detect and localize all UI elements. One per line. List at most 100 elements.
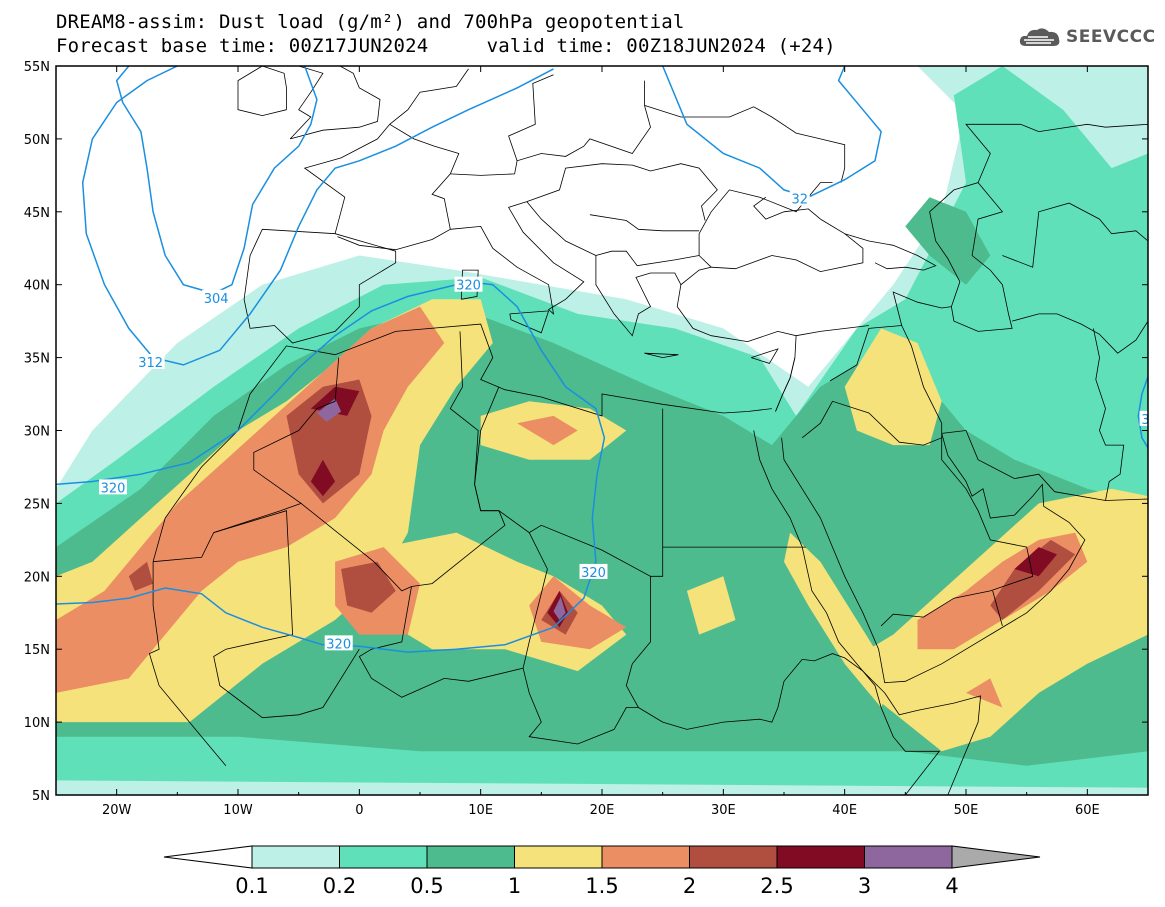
colorbar-over-arrow [951, 845, 1041, 869]
contour-label-bg [579, 563, 608, 579]
border-turkmen [1011, 313, 1148, 354]
coast-balkans [526, 182, 833, 337]
contour-label-bg [136, 353, 165, 369]
lon-label: 50E [954, 803, 979, 818]
lat-label: 10N [24, 716, 50, 731]
seevccc-logo: SEEVCCC [1018, 24, 1156, 50]
lat-label: 30N [24, 425, 50, 440]
contour-label: 320 [456, 279, 481, 294]
contour-320-east [1137, 376, 1148, 449]
coast-ireland [237, 66, 287, 117]
colorbar-label: 3 [858, 874, 871, 898]
axis-ticks: 55N 50N 45N 40N 35N 30N 25N 20N 15N 10N 5N 20W 10W 0 1… [24, 60, 1149, 818]
lon-label: 20W [102, 803, 132, 818]
coast-iberia [243, 228, 397, 344]
lon-label: 10W [223, 803, 253, 818]
colorbar-label: 1 [508, 874, 521, 898]
coast-uk-west [289, 66, 324, 140]
dust-1-chad [686, 576, 736, 635]
colorbar-swatch [426, 845, 515, 869]
lat-label: 50N [24, 133, 50, 148]
contour-label-bg [99, 479, 128, 495]
coast-sicily [509, 310, 550, 334]
coast-red-sea-west [753, 430, 885, 694]
border-europe-6 [644, 105, 846, 183]
lat-label: 20N [24, 570, 50, 585]
lat-label: 55N [24, 60, 50, 75]
coast-cyprus [751, 348, 779, 364]
dust-2-algeria [286, 379, 372, 504]
lat-label: 25N [24, 497, 50, 512]
colorbar-label: 0.1 [235, 874, 268, 898]
coast-caspian [929, 182, 1013, 332]
contour-label: 32 [791, 193, 808, 208]
contour-label-bg [789, 190, 810, 206]
contour-320 [56, 281, 606, 653]
contour-label-bg [324, 635, 353, 651]
border-europe-5 [595, 250, 700, 267]
lat-label: 40N [24, 279, 50, 294]
colorbar-label: 2.5 [760, 874, 793, 898]
lon-label: 30E [711, 803, 736, 818]
colorbar-label: 4 [945, 874, 958, 898]
border-central-asia [1002, 202, 1148, 268]
coast-italy [450, 201, 585, 315]
contour-label-bg [202, 289, 231, 305]
lon-label: 40E [832, 803, 857, 818]
lat-label: 5N [32, 789, 50, 804]
coast-uk [290, 66, 381, 140]
colorbar: 0.1 0.2 0.5 1 1.5 2 2.5 3 4 [163, 845, 1041, 898]
contour-label: 320 [581, 566, 606, 581]
dust-1.5-yemen [966, 678, 1003, 708]
contour-312 [81, 66, 554, 366]
border-europe-7 [508, 74, 554, 161]
contour-312-east [662, 66, 882, 199]
contour-label-bg [1139, 410, 1148, 426]
contour-label: 320 [101, 481, 126, 496]
contour-label: 312 [138, 356, 163, 371]
dust-2-oman [990, 539, 1076, 620]
contour-label: 320 [326, 637, 351, 652]
colorbar-swatch [514, 845, 603, 869]
coast-arabian-sea [947, 794, 948, 795]
colorbar-swatch [776, 845, 865, 869]
dust-1.5-libya [517, 415, 578, 446]
border-sudan-chad [625, 576, 651, 708]
coast-red-sea-east [781, 433, 1086, 684]
colorbar-label: 0.2 [323, 874, 356, 898]
colorbar-swatch [864, 845, 953, 869]
lon-label: 0 [355, 803, 363, 818]
contour-label: 304 [204, 292, 229, 307]
dust-2-mali [341, 561, 396, 613]
colorbar-under-arrow [163, 845, 253, 869]
border-iraq [829, 325, 943, 438]
coast-france [303, 68, 469, 234]
border-syria-turkey [796, 325, 869, 337]
border-europe-3 [526, 163, 718, 221]
contour-label-bg [454, 276, 483, 292]
chart-title: DREAM8-assim: Dust load (g/m²) and 700hP… [56, 11, 685, 33]
lat-label: 45N [24, 206, 50, 221]
coast-west-africa [148, 561, 227, 767]
coast-crete [644, 352, 679, 359]
border-chad [522, 668, 639, 745]
border-kazakh [965, 123, 1148, 183]
lat-label: 35N [24, 352, 50, 367]
coast-black-sea-s [753, 196, 821, 220]
coast-east-med [775, 357, 796, 412]
cloud-icon [1019, 28, 1060, 46]
coast-turkey-north [711, 218, 864, 273]
border-libya [474, 386, 664, 577]
colorbar-swatch [689, 845, 778, 869]
geopotential-contours: 304 312 320 320 320 320 32 3 [56, 66, 1148, 653]
dust-2-westcoast [128, 561, 154, 591]
border-caucasus [844, 233, 937, 271]
colorbar-swatch [251, 845, 340, 869]
border-saudi [801, 400, 1034, 627]
border-iran-east [1093, 328, 1125, 501]
lon-label: 20E [590, 803, 615, 818]
dust-1.5-chad [529, 576, 627, 650]
colorbar-label: 0.5 [410, 874, 443, 898]
coast-gulf-iran [941, 430, 1148, 501]
